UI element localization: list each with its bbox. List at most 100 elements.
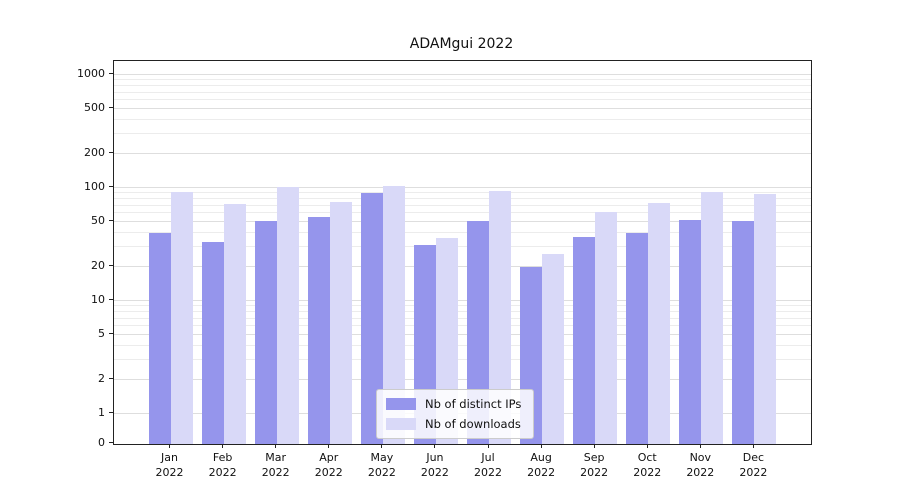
x-tick-month: Jun — [426, 451, 444, 464]
gridline-major — [114, 221, 811, 223]
plot-area: Nb of distinct IPs Nb of downloads — [113, 60, 812, 445]
gridline-major — [114, 187, 811, 188]
legend-label-downloads: Nb of downloads — [425, 417, 521, 431]
gridline-minor — [114, 310, 811, 312]
x-tick-month: May — [370, 451, 394, 464]
legend-item-downloads: Nb of downloads — [386, 417, 521, 431]
y-tick-mark — [109, 299, 113, 300]
bar-nb-of-distinct-ips-mar — [254, 221, 277, 444]
x-axis-tick-labels: Jan 2022 Feb 2022 Mar 2022 Apr 2022 May 2022 Jun 20… — [113, 444, 810, 480]
gridline-minor — [114, 305, 811, 307]
x-tick-may: May 2022 — [360, 444, 404, 480]
x-tick-year: 2022 — [314, 466, 343, 479]
gridline-major — [114, 334, 811, 336]
gridline-minor — [114, 325, 811, 327]
x-tick-mark — [699, 444, 701, 448]
bar-nb-of-downloads-nov — [701, 191, 724, 444]
x-tick-month: Jul — [481, 451, 495, 464]
gridline-minor — [114, 317, 811, 319]
legend: Nb of distinct IPs Nb of downloads — [376, 389, 535, 439]
bar-group-dec — [732, 194, 777, 444]
x-tick-month: Nov — [689, 451, 712, 464]
x-tick-jul: Jul 2022 — [466, 444, 510, 480]
y-tick-label: 500 — [84, 101, 105, 115]
gridline-major — [114, 378, 811, 380]
bar-nb-of-distinct-ips-apr — [307, 217, 330, 444]
x-tick-year: 2022 — [208, 466, 237, 479]
y-tick-mark — [109, 107, 113, 109]
bar-group-jul — [467, 190, 511, 444]
gridline-minor — [114, 246, 811, 248]
x-tick-mark — [222, 444, 224, 448]
gridline-major — [114, 74, 811, 75]
gridline-minor — [114, 359, 811, 361]
chart-title: ADAMgui 2022 — [409, 36, 514, 52]
gridline-minor — [114, 133, 811, 135]
x-tick-year: 2022 — [686, 466, 715, 479]
x-tick-year: 2022 — [633, 466, 662, 479]
y-tick-label: 0 — [98, 436, 105, 449]
legend-swatch-downloads — [386, 418, 416, 430]
gridline-major — [114, 300, 811, 301]
legend-swatch-distinct-ips — [386, 398, 416, 410]
y-tick-mark — [109, 264, 113, 266]
x-tick-mar: Mar 2022 — [254, 444, 298, 480]
bar-nb-of-downloads-jul — [489, 190, 511, 444]
gridline-minor — [114, 79, 811, 81]
bar-nb-of-downloads-feb — [223, 204, 246, 444]
bar-nb-of-downloads-oct — [648, 202, 671, 444]
x-tick-mark — [593, 444, 595, 448]
bar-nb-of-distinct-ips-sep — [573, 236, 596, 444]
gridline-minor — [114, 91, 811, 93]
x-tick-month: Mar — [265, 451, 287, 464]
x-tick-mark — [328, 444, 330, 448]
x-tick-month: Feb — [212, 451, 233, 464]
bar-nb-of-downloads-mar — [276, 187, 299, 444]
y-tick-mark — [109, 73, 113, 74]
x-tick-oct: Oct 2022 — [625, 444, 669, 480]
bar-group-jan — [148, 192, 193, 444]
bar-nb-of-distinct-ips-nov — [679, 220, 702, 444]
x-tick-month: Apr — [319, 451, 339, 464]
y-axis-tick-marks — [109, 60, 113, 443]
y-tick-mark — [109, 151, 113, 153]
y-tick-label: 10 — [91, 293, 105, 306]
gridline-major — [114, 108, 811, 110]
x-tick-aug: Aug 2022 — [519, 444, 563, 480]
y-tick-mark — [109, 186, 113, 187]
bar-nb-of-downloads-dec — [754, 194, 777, 444]
bar-nb-of-downloads-apr — [329, 202, 352, 444]
y-tick-mark — [109, 442, 113, 443]
gridline-major — [114, 152, 811, 154]
bar-nb-of-distinct-ips-oct — [626, 232, 649, 444]
bar-series-container — [114, 61, 811, 444]
y-tick-label: 200 — [84, 145, 105, 159]
bar-nb-of-downloads-sep — [595, 212, 618, 444]
gridline-minor — [114, 231, 811, 233]
gridline-minor — [114, 118, 811, 120]
y-axis-tick-labels: 0 1 2 5 10 20 50 100 200 500 1000 — [8, 60, 105, 449]
x-tick-mark — [752, 444, 754, 448]
bar-group-apr — [307, 202, 352, 444]
x-tick-month: Sep — [583, 451, 605, 464]
x-tick-year: 2022 — [155, 466, 184, 479]
legend-label-distinct-ips: Nb of distinct IPs — [425, 397, 522, 411]
x-tick-month: Jan — [161, 451, 179, 464]
gridline-minor — [114, 99, 811, 101]
gridline-minor — [114, 197, 811, 199]
x-tick-mark — [275, 444, 277, 448]
bar-nb-of-distinct-ips-may — [360, 193, 383, 444]
x-tick-mark — [646, 444, 648, 448]
bar-group-may — [360, 185, 405, 444]
bar-nb-of-distinct-ips-dec — [732, 221, 755, 444]
x-tick-year: 2022 — [739, 466, 768, 479]
x-tick-mark — [434, 444, 436, 448]
x-tick-month: Dec — [742, 451, 765, 464]
bar-group-nov — [679, 191, 724, 444]
x-tick-year: 2022 — [580, 466, 609, 479]
gridline-minor — [114, 84, 811, 86]
y-tick-label: 50 — [91, 214, 105, 228]
gridline-minor — [114, 212, 811, 214]
bar-group-oct — [626, 202, 671, 444]
